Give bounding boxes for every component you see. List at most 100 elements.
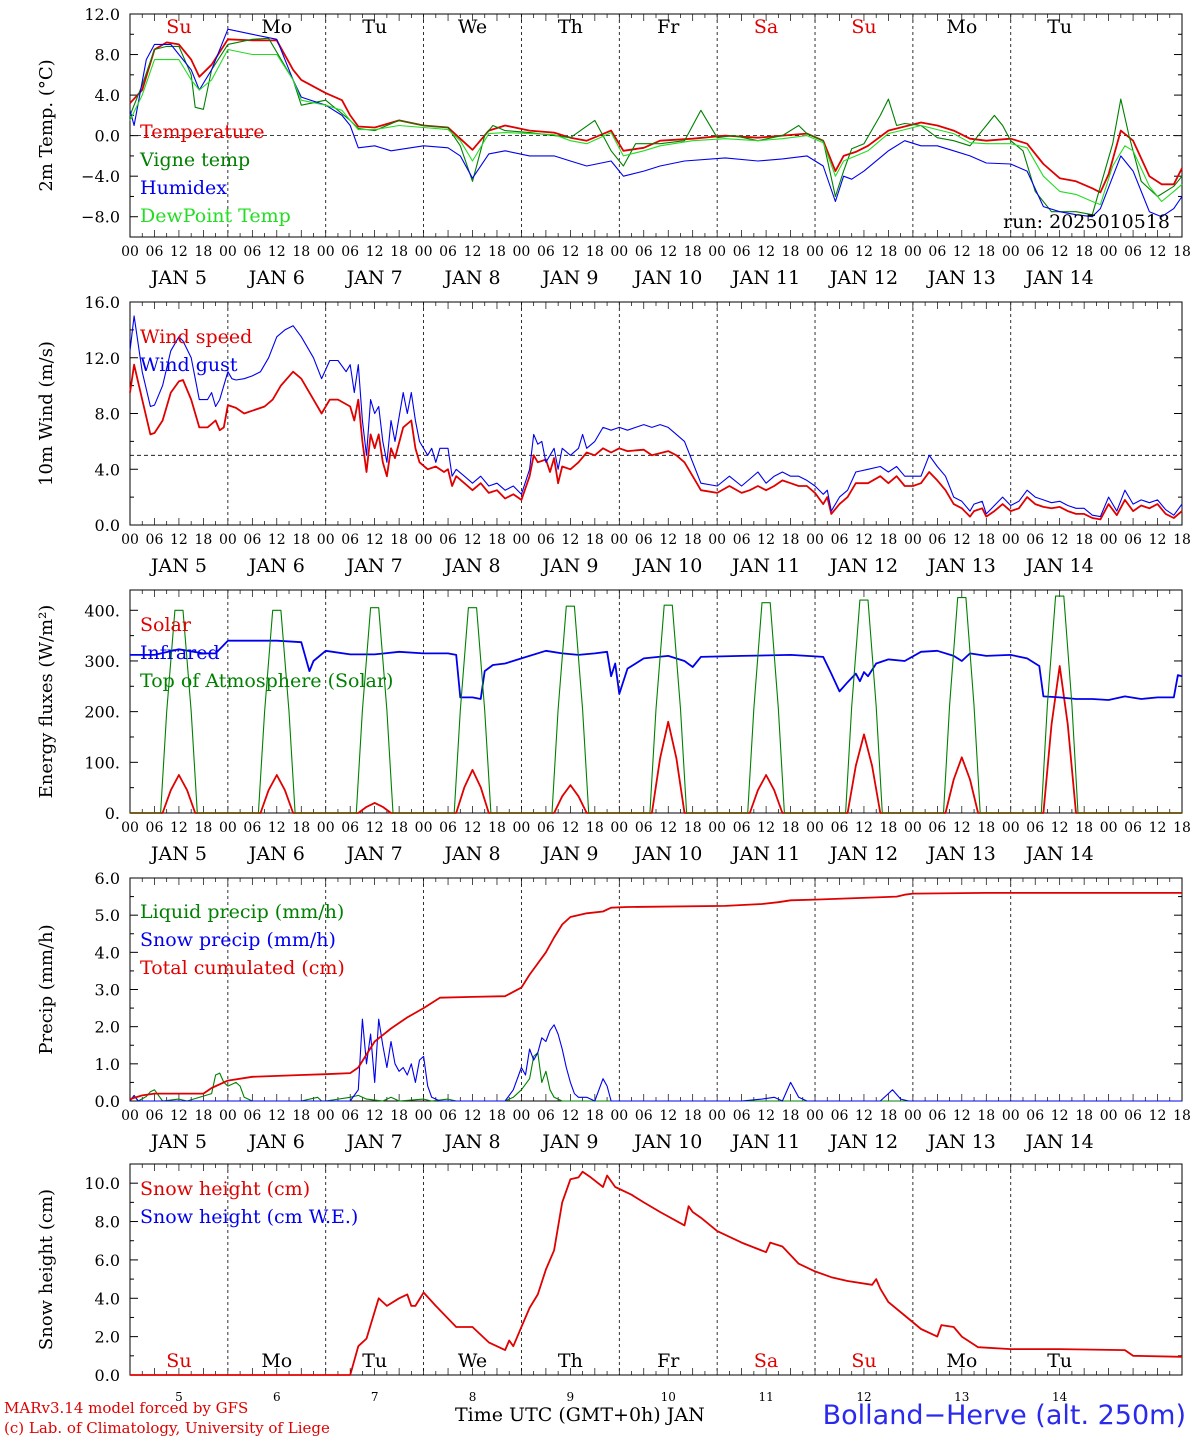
hour-label: 18 (194, 1108, 212, 1124)
hour-label: 00 (610, 244, 628, 260)
hour-label: 12 (561, 820, 579, 836)
y-tick-label: 0.0 (95, 127, 120, 146)
day-number-label: 13 (954, 1390, 969, 1404)
hour-label: 00 (806, 244, 824, 260)
hour-label: 06 (733, 532, 751, 548)
weekday-label: Su (166, 1350, 191, 1372)
hour-label: 12 (1051, 820, 1069, 836)
hour-label: 18 (194, 820, 212, 836)
hour-label: 12 (170, 1108, 188, 1124)
series-total-cumulated-cm- (129, 892, 1182, 1100)
panel-1 (129, 13, 1183, 238)
day-number-label: 12 (856, 1390, 871, 1404)
hour-label: 18 (684, 820, 702, 836)
weekday-label: Mo (261, 1350, 292, 1372)
hour-label: 00 (904, 532, 922, 548)
hour-label: 18 (1075, 244, 1093, 260)
hour-label: 12 (366, 532, 384, 548)
hour-label: 18 (977, 244, 995, 260)
series-vigne-temp (129, 37, 1183, 216)
hour-label: 06 (341, 244, 359, 260)
y-tick-label: 200. (84, 703, 120, 722)
hour-label: 06 (341, 820, 359, 836)
hour-label: 00 (415, 820, 433, 836)
weekday-label: Sa (754, 1350, 778, 1372)
hour-label: 12 (268, 1108, 286, 1124)
weekday-label: Sa (754, 16, 778, 38)
date-label: JAN 13 (926, 1131, 996, 1153)
hour-label: 12 (170, 244, 188, 260)
weekday-label: We (458, 1350, 487, 1372)
weekday-label: Tu (362, 1350, 387, 1372)
hour-label: 12 (659, 532, 677, 548)
hour-label: 06 (537, 532, 555, 548)
hour-label: 12 (170, 532, 188, 548)
date-label: JAN 11 (730, 1131, 800, 1153)
day-number-label: 8 (469, 1390, 477, 1404)
hour-label: 00 (610, 1108, 628, 1124)
date-label: JAN 9 (540, 843, 598, 865)
hour-label: 18 (977, 532, 995, 548)
legend-entry: Infrared (140, 642, 220, 664)
hour-label: 06 (341, 1108, 359, 1124)
date-label: JAN 14 (1024, 843, 1094, 865)
hour-label: 12 (855, 1108, 873, 1124)
hour-label: 18 (390, 1108, 408, 1124)
y-tick-label: −8.0 (81, 208, 120, 227)
hour-label: 00 (1100, 532, 1118, 548)
plot-frame (129, 13, 1183, 238)
hour-label: 06 (733, 1108, 751, 1124)
hour-label: 00 (121, 244, 139, 260)
hour-label: 00 (415, 244, 433, 260)
date-label: JAN 10 (632, 1131, 702, 1153)
plot-frame (129, 301, 1183, 526)
hour-label: 06 (831, 820, 849, 836)
day-number-label: 5 (175, 1390, 183, 1404)
hour-label: 18 (292, 532, 310, 548)
hour-label: 12 (464, 820, 482, 836)
hour-label: 12 (464, 532, 482, 548)
y-tick-label: 12.0 (84, 349, 120, 368)
y-tick-label: 4.0 (95, 460, 120, 479)
legend-entry: Solar (140, 614, 192, 636)
date-label: JAN 11 (730, 267, 800, 289)
y-tick-label: 5.0 (95, 906, 120, 925)
hour-label: 18 (880, 532, 898, 548)
panel-2 (129, 301, 1183, 526)
hour-label: 18 (1075, 820, 1093, 836)
hour-label: 06 (1026, 1108, 1044, 1124)
hour-label: 06 (1124, 532, 1142, 548)
hour-label: 00 (904, 244, 922, 260)
hour-label: 12 (757, 820, 775, 836)
hour-label: 18 (1173, 244, 1191, 260)
date-label: JAN 6 (247, 843, 305, 865)
y-tick-label: 6.0 (95, 869, 120, 888)
hour-label: 00 (317, 1108, 335, 1124)
hour-label: 06 (439, 244, 457, 260)
hour-label: 00 (317, 820, 335, 836)
hour-label: 18 (488, 1108, 506, 1124)
hour-label: 00 (121, 1108, 139, 1124)
hour-label: 18 (782, 532, 800, 548)
hour-label: 12 (659, 820, 677, 836)
hour-label: 12 (855, 820, 873, 836)
hour-label: 12 (1051, 532, 1069, 548)
date-label: JAN 8 (442, 1131, 500, 1153)
hour-label: 00 (1100, 1108, 1118, 1124)
y-tick-label: 0.0 (95, 1366, 120, 1385)
hour-label: 12 (659, 1108, 677, 1124)
hour-label: 18 (880, 244, 898, 260)
hour-label: 18 (488, 244, 506, 260)
hour-label: 06 (928, 820, 946, 836)
hour-label: 18 (880, 820, 898, 836)
day-number-label: 14 (1052, 1390, 1068, 1404)
y-axis-label: 10m Wind (m/s) (36, 341, 57, 486)
hour-label: 06 (1026, 820, 1044, 836)
hour-label: 12 (1051, 244, 1069, 260)
date-label: JAN 7 (345, 555, 403, 577)
hour-label: 00 (904, 1108, 922, 1124)
date-label: JAN 14 (1024, 1131, 1094, 1153)
hour-label: 12 (464, 244, 482, 260)
hour-label: 06 (243, 1108, 261, 1124)
hour-label: 00 (415, 1108, 433, 1124)
